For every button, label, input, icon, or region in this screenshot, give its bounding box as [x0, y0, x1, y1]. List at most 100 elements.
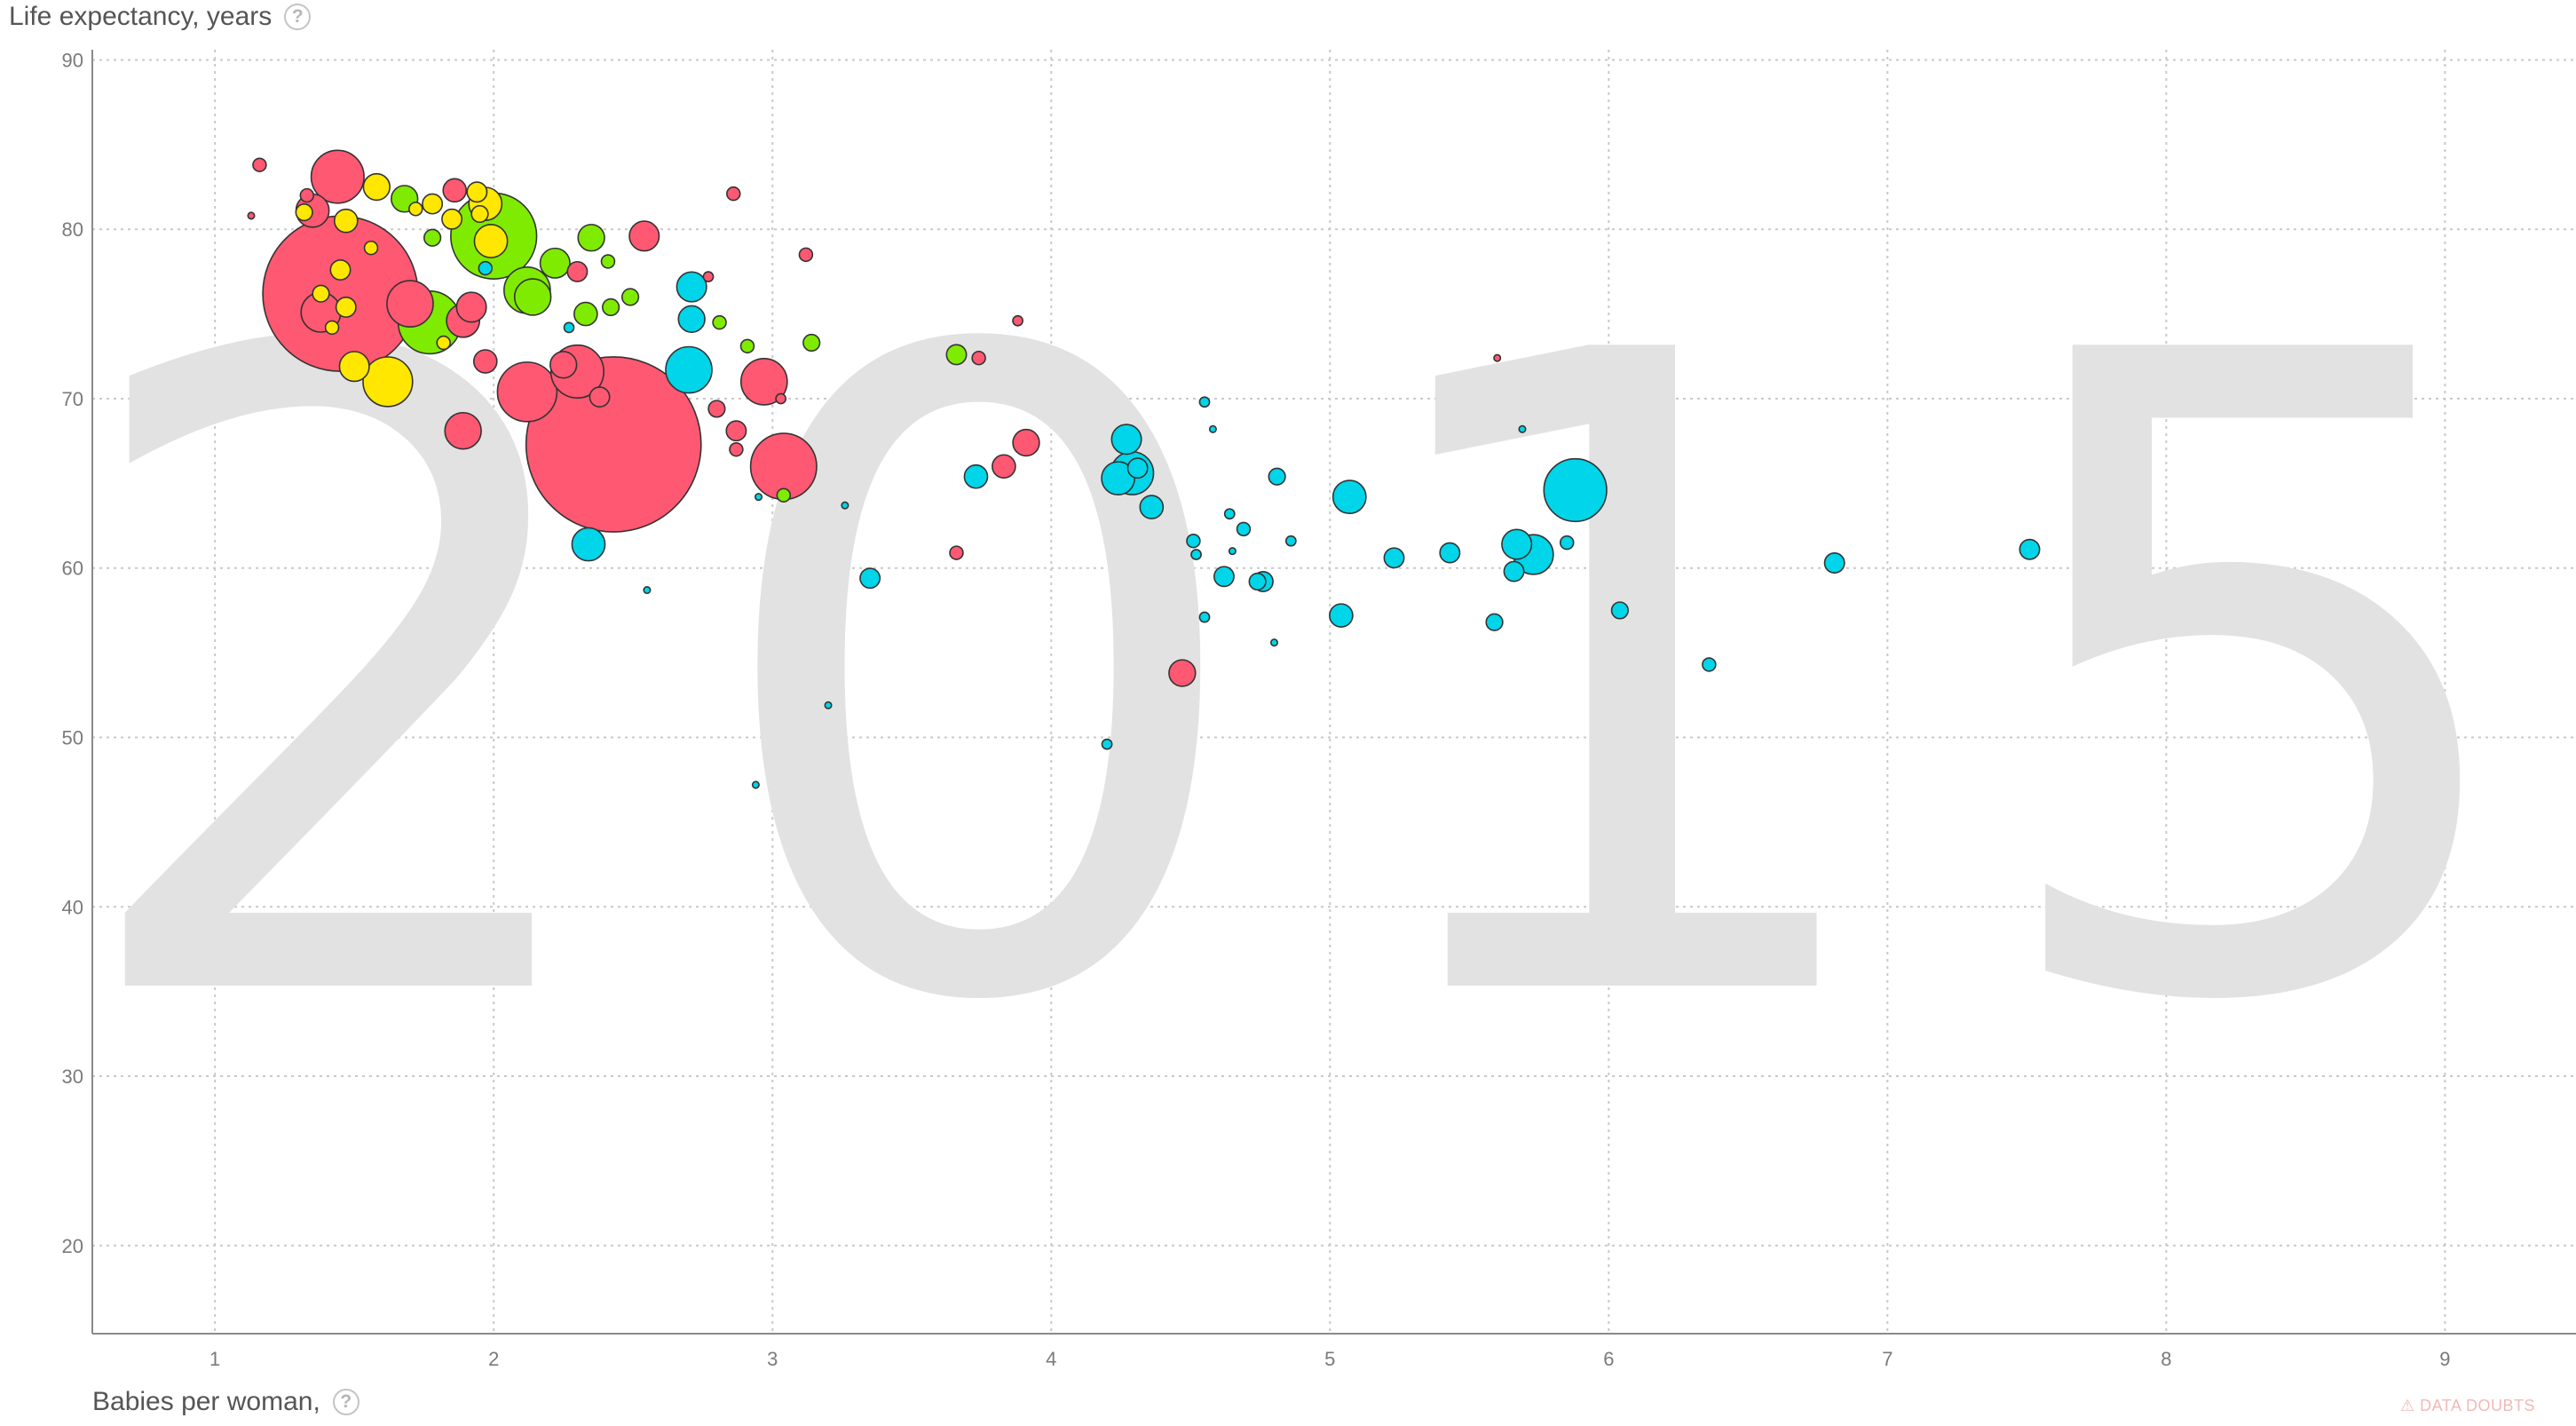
bubble[interactable] — [589, 386, 611, 408]
bubble[interactable] — [1101, 738, 1113, 750]
bubble[interactable] — [335, 297, 357, 318]
bubble[interactable] — [444, 411, 482, 450]
bubble[interactable] — [470, 204, 489, 224]
bubble[interactable] — [729, 441, 744, 457]
bubble[interactable] — [1190, 549, 1202, 560]
bubble[interactable] — [299, 187, 315, 203]
bubble[interactable] — [539, 247, 571, 279]
bubble[interactable] — [295, 203, 313, 222]
bubble[interactable] — [725, 420, 747, 442]
bubble[interactable] — [1223, 508, 1236, 520]
bubble[interactable] — [1543, 457, 1608, 523]
bubble[interactable] — [1213, 566, 1235, 588]
bubble[interactable] — [422, 193, 444, 215]
bubble[interactable] — [549, 351, 578, 379]
bubble[interactable] — [472, 349, 498, 374]
help-icon[interactable]: ? — [284, 4, 312, 30]
bubble[interactable] — [992, 454, 1016, 479]
bubble[interactable] — [1110, 424, 1142, 456]
bubble[interactable] — [677, 305, 706, 333]
bubble[interactable] — [1559, 535, 1575, 551]
bubble[interactable] — [247, 211, 256, 220]
bubble[interactable] — [600, 254, 616, 269]
bubble[interactable] — [798, 247, 814, 263]
bubble[interactable] — [1236, 521, 1252, 537]
bubble[interactable] — [707, 400, 726, 418]
bubble[interactable] — [573, 301, 598, 327]
bubble[interactable] — [945, 344, 968, 366]
bubble[interactable] — [824, 701, 833, 709]
bubble[interactable] — [455, 291, 487, 323]
bubble[interactable] — [1139, 495, 1165, 519]
bubble[interactable] — [739, 358, 788, 406]
bubble[interactable] — [776, 487, 792, 503]
bubble[interactable] — [478, 260, 494, 276]
bubble[interactable] — [726, 186, 741, 202]
bubble[interactable] — [1383, 547, 1405, 569]
bubble[interactable] — [1610, 601, 1629, 620]
bubble[interactable] — [739, 338, 755, 354]
bubble[interactable] — [333, 208, 359, 234]
bubble[interactable] — [1268, 467, 1286, 486]
bubble[interactable] — [1198, 396, 1211, 408]
bubble[interactable] — [525, 356, 702, 533]
bubble[interactable] — [712, 314, 727, 330]
bubble[interactable] — [949, 545, 964, 560]
bubble[interactable] — [1493, 353, 1502, 362]
bubble[interactable] — [436, 335, 451, 351]
bubble[interactable] — [324, 320, 340, 336]
bubble[interactable] — [362, 172, 391, 202]
bubble[interactable] — [2019, 538, 2041, 560]
bubble[interactable] — [963, 463, 989, 489]
bubble[interactable] — [312, 284, 330, 303]
bubble[interactable] — [1518, 424, 1527, 433]
bubble[interactable] — [362, 356, 414, 408]
bubble[interactable] — [408, 202, 423, 217]
bubble[interactable] — [751, 780, 760, 789]
bubble[interactable] — [1503, 560, 1525, 582]
bubble[interactable] — [386, 280, 434, 328]
bubble[interactable] — [841, 501, 849, 510]
bubble[interactable] — [665, 345, 713, 394]
bubble[interactable] — [859, 567, 881, 590]
bubble[interactable] — [702, 271, 715, 283]
bubble[interactable] — [1228, 547, 1237, 556]
bubble[interactable] — [802, 333, 821, 353]
data-doubts-link[interactable]: ⚠ DATA DOUBTS — [2400, 1397, 2535, 1415]
bubble[interactable] — [1198, 611, 1211, 623]
help-icon[interactable]: ? — [332, 1389, 360, 1415]
bubble[interactable] — [1012, 314, 1023, 327]
bubble[interactable] — [1269, 638, 1279, 647]
bubble[interactable] — [1248, 572, 1267, 591]
bubble[interactable] — [643, 586, 652, 595]
bubble[interactable] — [442, 178, 468, 203]
bubble[interactable] — [423, 228, 442, 247]
bubble[interactable] — [1208, 424, 1217, 433]
bubble[interactable] — [775, 392, 787, 405]
bubble[interactable] — [1168, 659, 1197, 687]
bubble[interactable] — [1823, 552, 1845, 574]
bubble[interactable] — [676, 271, 707, 303]
bubble[interactable] — [329, 259, 352, 281]
bubble[interactable] — [577, 224, 605, 252]
bubble[interactable] — [466, 181, 488, 203]
bubble[interactable] — [566, 260, 589, 282]
bubble[interactable] — [1284, 535, 1297, 547]
bubble[interactable] — [363, 240, 379, 256]
bubble[interactable] — [628, 220, 660, 252]
bubble[interactable] — [1186, 533, 1201, 549]
bubble[interactable] — [563, 321, 575, 334]
bubble[interactable] — [496, 361, 558, 423]
bubble[interactable] — [1126, 457, 1149, 479]
bubble[interactable] — [1702, 657, 1717, 672]
bubble[interactable] — [1331, 479, 1367, 515]
bubble[interactable] — [252, 157, 267, 172]
bubble[interactable] — [601, 297, 620, 317]
bubble[interactable] — [310, 149, 365, 204]
bubble[interactable] — [971, 350, 986, 366]
bubble[interactable] — [755, 493, 763, 502]
bubble[interactable] — [1485, 613, 1504, 631]
bubble[interactable] — [1329, 603, 1354, 628]
bubble[interactable] — [1012, 428, 1040, 457]
bubble[interactable] — [620, 288, 640, 306]
